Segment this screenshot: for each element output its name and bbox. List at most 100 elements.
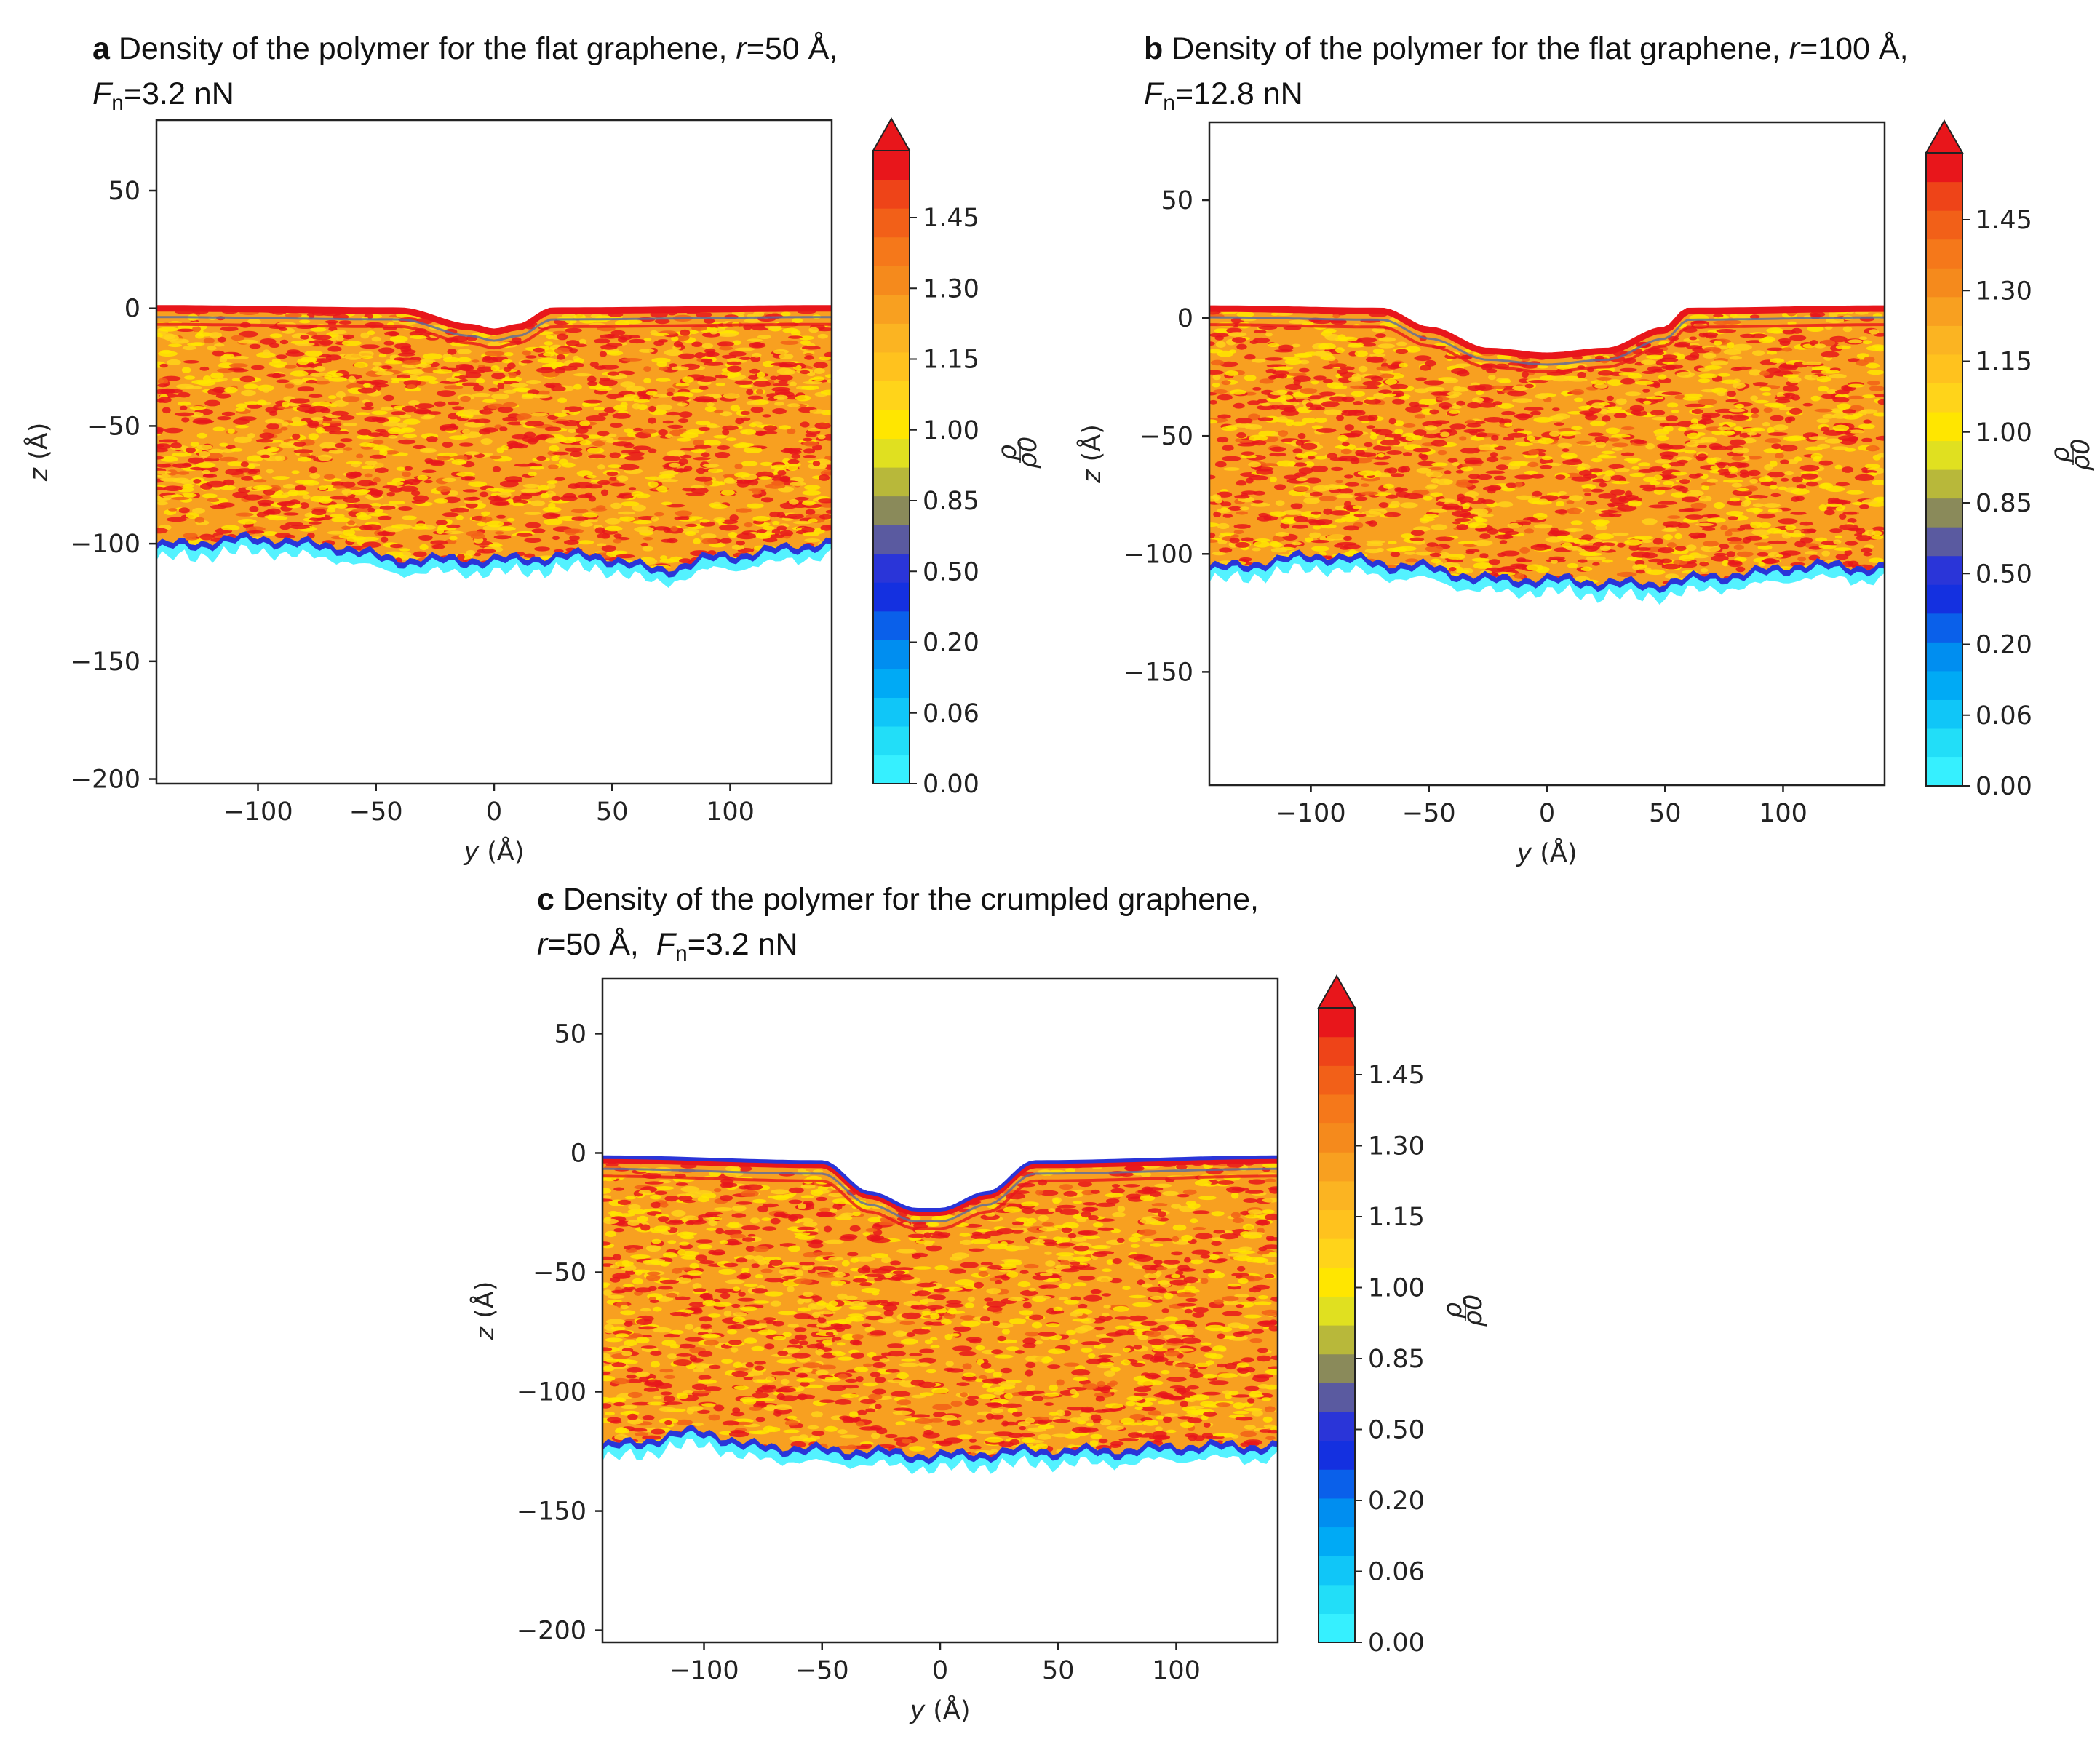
texture-blob [1576,440,1592,445]
colorbar-band [1926,757,1962,787]
texture-blob [356,412,370,415]
texture-blob [800,421,810,428]
texture-blob [773,383,789,386]
texture-blob [1526,564,1544,571]
colorbar-tick-label: 1.15 [923,346,979,375]
texture-blob [643,537,653,541]
texture-blob [1517,521,1532,525]
texture-blob [1583,545,1599,552]
texture-blob [297,456,311,462]
texture-blob [1697,367,1711,372]
texture-blob [787,513,804,520]
texture-blob [456,472,476,477]
texture-blob [156,333,164,338]
texture-blob [509,308,521,311]
texture-blob [673,468,689,472]
texture-blob [889,1187,904,1193]
texture-blob [1580,566,1593,572]
texture-blob [1793,530,1802,535]
texture-blob [802,501,816,506]
texture-blob [1724,530,1733,537]
texture-blob [1228,332,1247,337]
texture-blob [1447,458,1458,463]
texture-blob [346,461,362,465]
texture-blob [1842,415,1859,420]
texture-blob [1612,442,1629,448]
texture-blob [1460,466,1473,472]
texture-blob [310,327,327,332]
texture-blob [1537,437,1554,445]
texture-blob [671,396,690,402]
texture-blob [722,429,730,436]
texture-blob [1807,326,1824,332]
texture-blob [632,520,653,525]
y-axis-label: z (Å) [23,423,54,482]
texture-blob [1869,386,1885,391]
texture-blob [1442,304,1451,308]
texture-blob [1775,453,1784,459]
texture-blob [156,428,164,434]
texture-blob [783,1429,800,1433]
texture-blob [277,501,296,506]
texture-blob [290,566,306,572]
texture-blob [1807,589,1816,592]
texture-blob [1335,347,1345,354]
texture-blob [605,1230,617,1238]
texture-blob [1305,477,1322,484]
texture-blob [479,429,490,435]
texture-blob [1303,461,1315,467]
texture-blob [456,515,464,520]
texture-blob [1391,473,1404,477]
texture-blob [685,492,706,496]
texture-blob [1543,320,1556,326]
texture-blob [1527,309,1543,311]
texture-blob [1170,1204,1182,1209]
texture-blob [1369,353,1386,357]
texture-blob [1781,550,1801,556]
texture-blob [186,447,196,453]
texture-blob [747,338,763,342]
texture-blob [1537,365,1548,369]
texture-blob [1471,314,1487,319]
texture-blob [699,386,709,390]
texture-blob [548,464,559,469]
texture-blob [1449,423,1466,430]
texture-blob [1661,464,1671,469]
texture-blob [180,557,188,562]
texture-blob [1499,540,1508,544]
texture-blob [1844,448,1856,452]
texture-blob [394,303,405,307]
texture-blob [397,352,415,357]
texture-blob [664,349,683,357]
texture-blob [212,426,226,431]
texture-blob [525,355,537,359]
texture-blob [533,347,545,353]
texture-blob [613,533,622,538]
texture-blob [274,564,294,570]
texture-blob [306,379,317,384]
texture-blob [1835,554,1849,560]
texture-blob [512,496,522,502]
texture-blob [187,457,204,464]
texture-blob [1265,1369,1278,1375]
texture-blob [1491,385,1506,389]
texture-blob [1660,365,1677,370]
texture-blob [1651,417,1669,421]
texture-blob [1347,344,1364,348]
texture-blob [734,472,751,478]
texture-blob [1343,501,1352,507]
texture-blob [546,480,558,484]
texture-blob [1551,347,1567,351]
texture-blob [290,370,309,377]
texture-blob [682,376,694,383]
texture-blob [656,378,671,382]
texture-blob [1787,321,1797,325]
texture-blob [168,508,178,512]
texture-blob [1481,397,1494,403]
texture-blob [690,389,704,393]
texture-blob [268,568,279,572]
colorbar-band [873,496,910,525]
texture-blob [932,1404,952,1411]
texture-blob [1525,343,1535,349]
